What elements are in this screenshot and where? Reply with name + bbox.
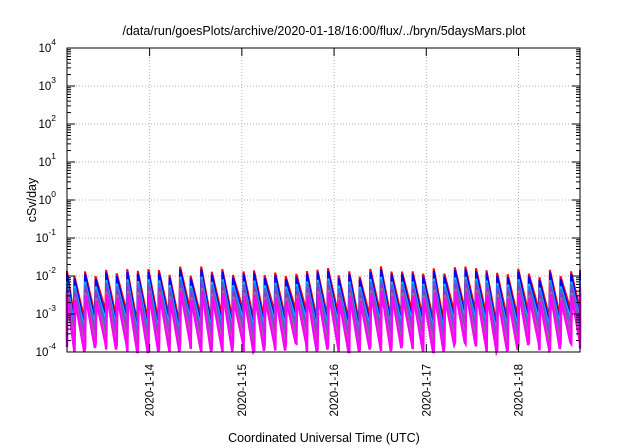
y-tick-exponent: -2 <box>48 265 56 275</box>
y-tick-exponent: 4 <box>51 37 56 47</box>
x-tick-label: 2020-1-14 <box>145 363 157 416</box>
y-tick-label: 102 <box>38 113 56 131</box>
y-axis-label: cSv/day <box>25 177 39 222</box>
y-tick-base: 10 <box>38 43 51 55</box>
y-tick-base: 10 <box>36 309 49 321</box>
y-tick-exponent: -1 <box>48 227 56 237</box>
y-tick-base: 10 <box>36 233 49 245</box>
x-tick-label: 2020-1-16 <box>329 364 341 416</box>
y-tick-label: 100 <box>38 189 56 207</box>
y-tick-exponent: 1 <box>51 151 56 161</box>
y-tick-exponent: 2 <box>51 113 56 123</box>
y-tick-exponent: 3 <box>51 75 56 85</box>
y-tick-label: 104 <box>38 37 56 55</box>
series-layer <box>65 266 582 357</box>
y-tick-base: 10 <box>38 119 51 131</box>
y-tick-exponent: -4 <box>48 341 56 351</box>
y-tick-label: 10-4 <box>36 341 57 359</box>
y-tick-base: 10 <box>36 271 49 283</box>
y-tick-base: 10 <box>38 81 51 93</box>
x-tick-label: 2020-1-18 <box>514 364 526 416</box>
x-tick-label: 2020-1-17 <box>421 364 433 416</box>
chart-title: /data/run/goesPlots/archive/2020-01-18/1… <box>122 24 526 38</box>
y-tick-label: 101 <box>38 151 56 169</box>
y-tick-base: 10 <box>38 157 51 169</box>
y-tick-label: 103 <box>38 75 56 93</box>
x-axis-label: Coordinated Universal Time (UTC) <box>228 431 420 445</box>
x-tick-label: 2020-1-15 <box>237 364 249 416</box>
y-tick-base: 10 <box>38 195 51 207</box>
y-tick-label: 10-3 <box>36 303 57 321</box>
y-tick-label: 10-2 <box>36 265 57 283</box>
y-tick-label: 10-1 <box>36 227 57 245</box>
x-axis: 2020-1-14 2020-1-15 2020-1-16 2020-1-17 2020… <box>145 48 526 416</box>
y-tick-exponent: 0 <box>51 189 56 199</box>
series-line <box>65 290 582 357</box>
y-tick-exponent: -3 <box>48 303 56 313</box>
y-tick-base: 10 <box>36 347 49 359</box>
